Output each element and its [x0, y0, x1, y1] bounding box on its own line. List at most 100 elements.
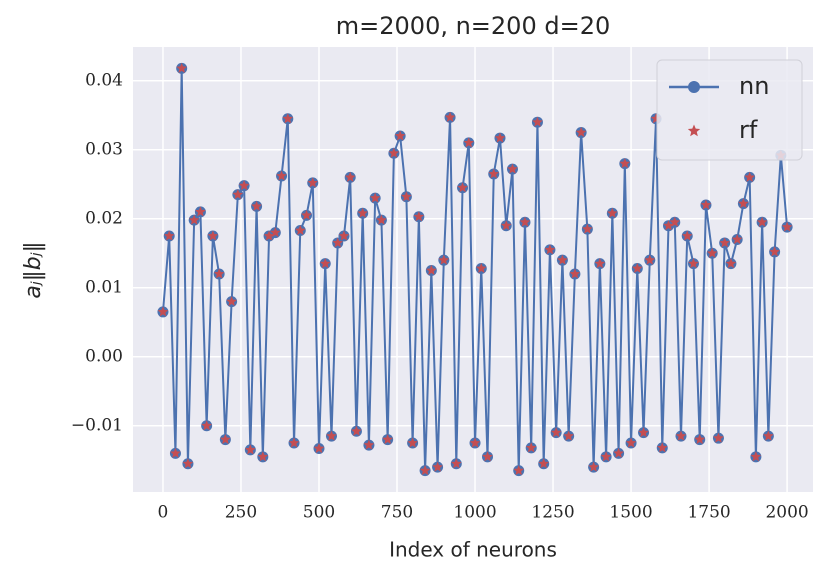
point	[688, 258, 699, 269]
point	[501, 220, 512, 231]
x-tick-label: 1750	[687, 503, 730, 523]
point	[201, 420, 212, 431]
point	[607, 207, 618, 218]
point	[488, 168, 499, 179]
point	[563, 430, 574, 441]
x-tick-label: 0	[158, 503, 169, 523]
point	[725, 258, 737, 269]
point	[731, 233, 743, 244]
point	[444, 111, 456, 122]
legend-label: rf	[739, 116, 758, 144]
legend-box	[656, 59, 803, 161]
point	[675, 430, 687, 441]
point	[781, 221, 793, 232]
point	[176, 62, 187, 73]
point	[644, 254, 656, 265]
point	[220, 434, 231, 445]
point	[513, 465, 524, 476]
x-axis-label: Index of neurons	[389, 538, 557, 562]
point	[369, 192, 381, 203]
point	[351, 425, 362, 436]
point	[738, 198, 749, 209]
y-tick-label: −0.01	[71, 415, 123, 435]
point	[719, 237, 730, 248]
point	[451, 458, 462, 469]
point	[295, 225, 306, 235]
point	[557, 254, 568, 265]
point	[251, 200, 262, 211]
point	[338, 230, 350, 241]
legend-marker	[688, 81, 700, 93]
point	[769, 246, 780, 257]
point	[613, 447, 624, 458]
point	[588, 461, 599, 472]
point	[438, 254, 450, 265]
point	[276, 170, 287, 181]
x-tick-label: 500	[303, 503, 335, 523]
legend-marker	[687, 124, 701, 137]
point	[632, 262, 643, 273]
point	[469, 437, 481, 448]
x-tick-label: 1000	[453, 503, 496, 523]
point	[550, 427, 562, 438]
point	[363, 439, 375, 450]
point	[457, 182, 468, 193]
point	[507, 163, 518, 174]
point	[313, 443, 325, 453]
point	[207, 230, 219, 241]
point	[357, 207, 368, 218]
point	[157, 306, 169, 317]
legend-label: nn	[739, 72, 769, 100]
point	[226, 296, 237, 307]
y-tick-label: 0.02	[85, 208, 123, 228]
point	[669, 216, 680, 227]
point	[756, 216, 768, 227]
point	[519, 216, 531, 227]
point	[432, 461, 443, 472]
point	[301, 209, 312, 220]
point	[700, 199, 712, 210]
point	[538, 458, 549, 469]
point	[245, 444, 256, 455]
point	[344, 171, 356, 182]
point	[332, 237, 343, 248]
point	[382, 434, 393, 445]
point	[638, 427, 649, 438]
point	[238, 180, 250, 191]
point	[419, 465, 431, 476]
point	[463, 137, 475, 148]
y-tick-label: 0.00	[85, 346, 123, 366]
point	[682, 230, 693, 241]
y-axis-label: aⱼ‖bⱼ‖	[21, 241, 46, 298]
point	[476, 262, 487, 273]
y-tick-label: 0.03	[85, 139, 123, 159]
point	[288, 437, 300, 448]
x-tick-label: 2000	[765, 503, 808, 523]
point	[713, 432, 724, 443]
point	[413, 211, 425, 222]
y-tick-label: 0.04	[85, 70, 123, 90]
point	[525, 442, 537, 453]
point	[326, 430, 337, 441]
point	[582, 223, 593, 234]
point	[663, 220, 674, 231]
x-tick-label: 750	[381, 503, 413, 523]
point	[388, 147, 400, 158]
point	[257, 451, 269, 462]
point	[426, 265, 437, 275]
point	[694, 434, 705, 445]
point	[213, 268, 225, 279]
point	[270, 227, 281, 238]
y-tick-label: 0.01	[85, 277, 123, 297]
point	[232, 189, 244, 200]
point	[482, 451, 493, 462]
point	[575, 127, 587, 137]
point	[188, 214, 200, 225]
point	[569, 268, 581, 279]
point	[763, 430, 774, 441]
point	[706, 247, 718, 258]
point	[594, 258, 606, 269]
point	[163, 230, 175, 241]
point	[619, 158, 631, 169]
